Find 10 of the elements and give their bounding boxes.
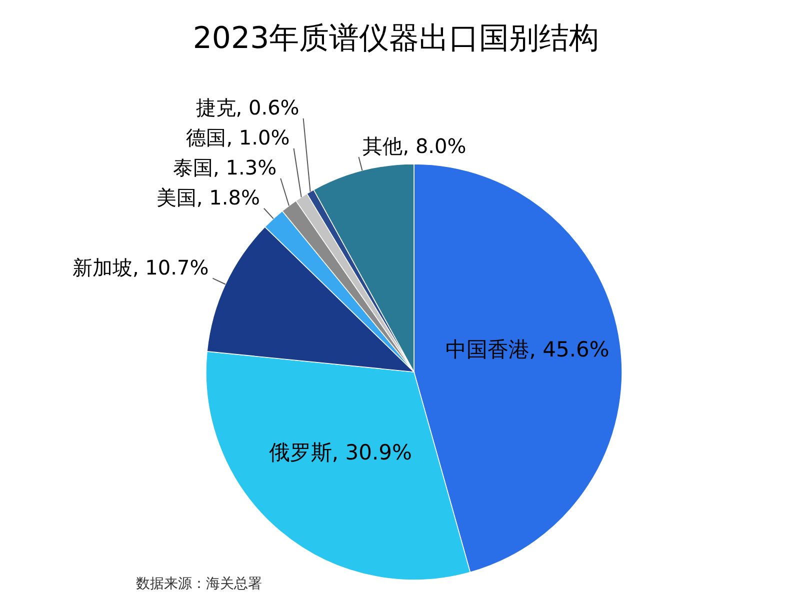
slice-label: 俄罗斯, 30.9%: [268, 440, 412, 465]
slice-label: 德国, 1.0%: [186, 125, 290, 150]
chart-title: 2023年质谱仪器出口国别结构: [192, 21, 600, 56]
slice-label: 美国, 1.8%: [156, 185, 260, 210]
slice-label: 新加坡, 10.7%: [72, 255, 209, 280]
slice-label: 泰国, 1.3%: [173, 155, 277, 180]
slice-label: 捷克, 0.6%: [196, 95, 300, 120]
source-note: 数据来源：海关总署: [136, 576, 262, 592]
slice-label: 其他, 8.0%: [362, 134, 466, 158]
slice-label: 中国香港, 45.6%: [445, 337, 610, 362]
